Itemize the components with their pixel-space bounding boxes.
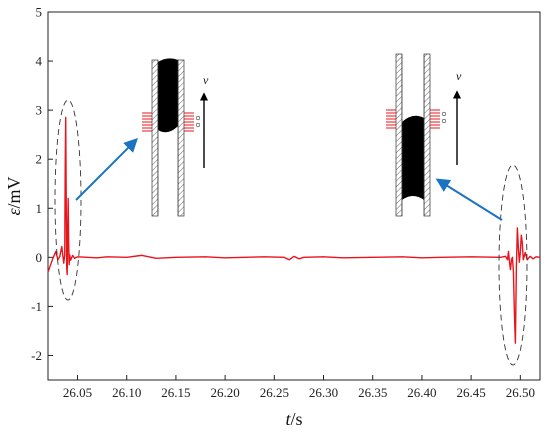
y-tick-label: 2 xyxy=(36,152,43,167)
x-tick-label: 26.40 xyxy=(407,385,436,400)
x-tick-label: 26.20 xyxy=(210,385,239,400)
plot-frame xyxy=(47,11,541,381)
y-tick-label: 3 xyxy=(36,103,43,118)
x-tick-label: 26.25 xyxy=(260,385,289,400)
x-axis-label-unit: /s xyxy=(291,409,303,429)
right-callout-arrow xyxy=(435,178,503,221)
left-coil xyxy=(142,112,194,132)
x-tick-label: 26.15 xyxy=(161,385,190,400)
right-coil xyxy=(386,109,440,129)
left-pipe-inset: v xyxy=(142,58,209,217)
x-tick-label: 26.10 xyxy=(112,385,141,400)
y-axis-label-unit: /mV xyxy=(4,176,24,208)
left-callout-arrow xyxy=(75,138,138,201)
x-axis-label: t/s xyxy=(285,409,302,429)
x-axis-label-symbol: t xyxy=(285,409,291,429)
left-velocity-label: v xyxy=(203,73,209,87)
x-tick-label: 26.05 xyxy=(63,385,92,400)
right-velocity-label: v xyxy=(456,69,462,83)
x-tick-label: 26.50 xyxy=(506,385,535,400)
left-slug xyxy=(158,58,178,133)
right-slug xyxy=(402,115,424,200)
y-tick-label: 0 xyxy=(36,250,43,265)
right-pipe-inset: v xyxy=(386,53,462,217)
x-tick-label: 26.35 xyxy=(358,385,387,400)
x-tick-label: 26.45 xyxy=(456,385,485,400)
y-axis: -2 -1 0 1 2 3 4 5 xyxy=(31,5,53,363)
y-axis-label-symbol: ε xyxy=(4,208,24,216)
y-tick-label: 1 xyxy=(36,201,43,216)
y-tick-label: 4 xyxy=(36,54,43,69)
x-axis: 26.05 26.10 26.15 26.20 26.25 26.30 26.35 26.40… xyxy=(63,375,535,400)
x-tick-label: 26.30 xyxy=(309,385,338,400)
y-tick-label: -1 xyxy=(31,299,42,314)
signal-series-line xyxy=(47,116,541,344)
y-axis-label: ε/mV xyxy=(4,176,24,215)
y-tick-label: -2 xyxy=(31,348,42,363)
y-tick-label: 5 xyxy=(36,5,43,20)
right-spike-highlight xyxy=(498,164,528,366)
left-spike-highlight xyxy=(54,99,82,301)
